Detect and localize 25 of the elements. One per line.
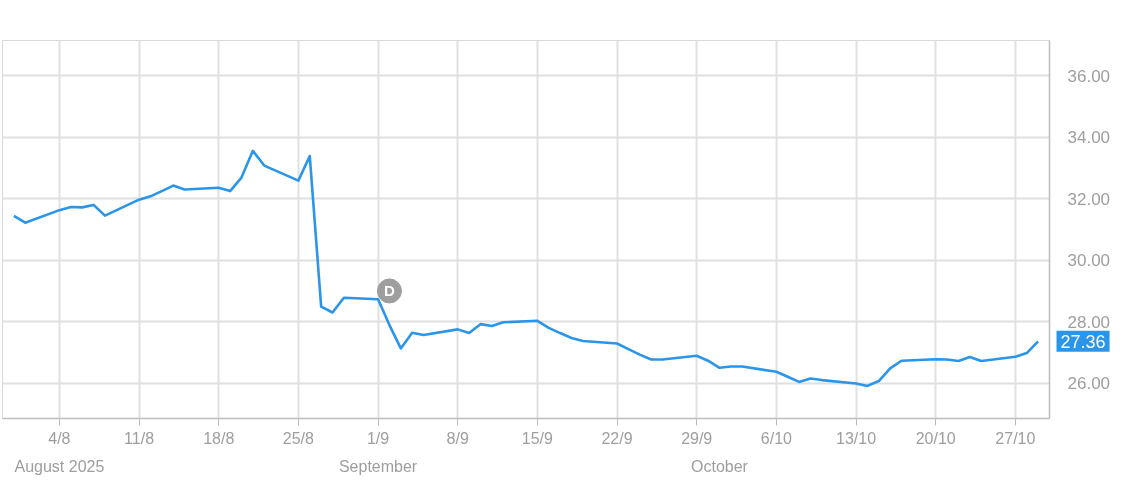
- x-tick-label: 15/9: [521, 429, 554, 447]
- x-tick-label: 13/10: [836, 429, 877, 447]
- y-tick-label: 30.00: [1067, 251, 1111, 271]
- y-tick-label: 32.00: [1067, 189, 1111, 209]
- y-tick-label: 34.00: [1067, 128, 1111, 148]
- line-series: [12, 149, 1040, 388]
- x-tick-label: 22/9: [601, 429, 633, 447]
- x-tick-label: 1/9: [366, 429, 390, 447]
- x-tick-label: 20/10: [915, 429, 956, 447]
- x-tick-label: 8/9: [446, 429, 469, 447]
- annotation: D: [384, 282, 396, 300]
- y-tick-label: 36.00: [1067, 66, 1111, 86]
- y-tick-label: 28.00: [1067, 312, 1111, 332]
- x2-tick-label: October: [691, 457, 749, 475]
- x-tick-label: 6/10: [760, 429, 793, 447]
- x2-tick-label: August 2025: [14, 457, 105, 475]
- x-tick-label: 27/10: [995, 429, 1036, 447]
- x-tick-label: 25/8: [282, 429, 315, 447]
- y-tick-label: 26.00: [1067, 374, 1111, 394]
- x-tick-label: 18/8: [203, 429, 235, 447]
- data-label: 27.36: [1060, 331, 1106, 352]
- x-tick-label: 11/8: [124, 429, 155, 447]
- x-tick-label: 29/9: [681, 429, 713, 447]
- x2-tick-label: September: [338, 457, 418, 475]
- x-tick-label: 4/8: [48, 429, 71, 447]
